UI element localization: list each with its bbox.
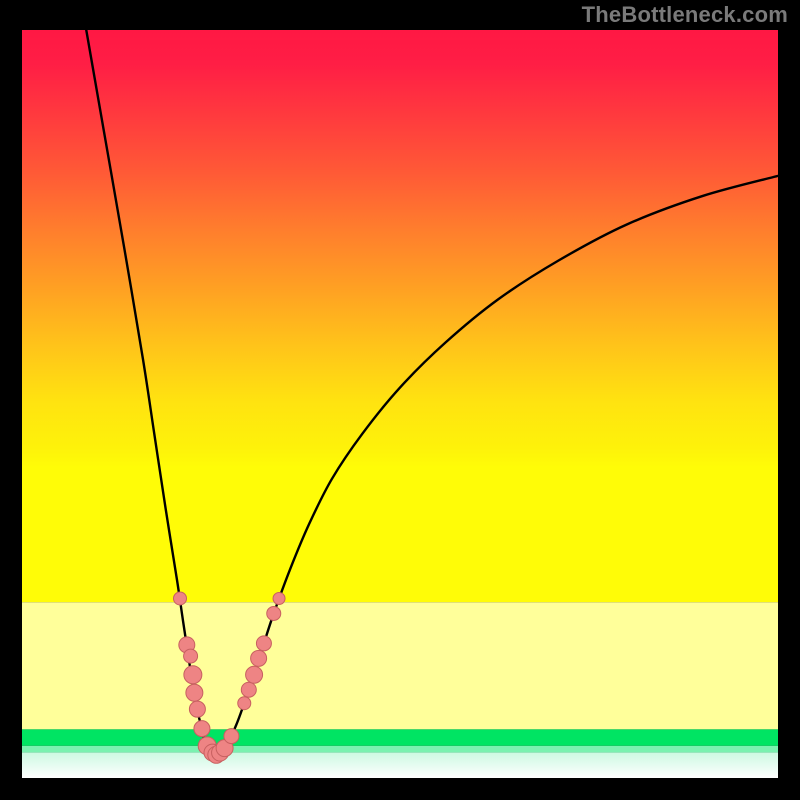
green-to-white-band [22, 753, 778, 778]
data-marker [189, 701, 205, 717]
data-marker [241, 682, 256, 697]
plot-area [22, 30, 778, 778]
data-marker [267, 606, 281, 620]
data-marker [184, 649, 198, 663]
data-marker [224, 729, 239, 744]
data-marker [256, 636, 271, 651]
data-marker [184, 666, 202, 684]
chart-root: TheBottleneck.com [0, 0, 800, 800]
data-marker [238, 697, 251, 710]
data-marker [194, 721, 210, 737]
bright-green-band [22, 729, 778, 745]
data-marker [174, 592, 187, 605]
pale-yellow-band [22, 602, 778, 729]
watermark-text: TheBottleneck.com [582, 2, 788, 28]
data-marker [273, 592, 285, 604]
data-marker [246, 666, 263, 683]
data-marker [186, 684, 203, 701]
pale-green-band [22, 746, 778, 753]
data-marker [251, 650, 267, 666]
bottleneck-curve-chart [0, 0, 800, 800]
